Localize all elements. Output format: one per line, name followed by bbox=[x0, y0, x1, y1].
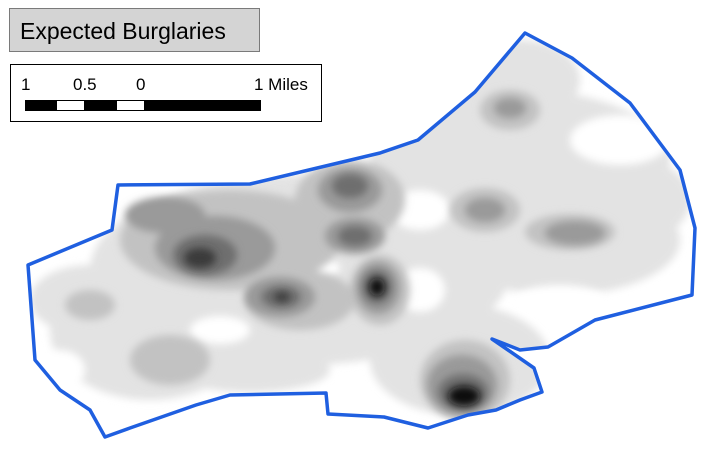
scale-label-zero: 0 bbox=[136, 75, 146, 94]
scale-segment bbox=[84, 101, 117, 110]
scale-segment bbox=[117, 101, 144, 110]
scale-label-1: 1 bbox=[21, 75, 31, 94]
map-title-text: Expected Burglaries bbox=[20, 18, 226, 44]
scale-bar bbox=[25, 100, 261, 111]
density-layer-peak bbox=[184, 248, 480, 406]
scale-label-half: 0.5 bbox=[73, 75, 97, 94]
density-surface bbox=[30, 40, 690, 420]
scale-label-miles: 1 Miles bbox=[254, 75, 308, 94]
map-title: Expected Burglaries bbox=[9, 8, 260, 52]
scale-segment bbox=[144, 101, 260, 110]
scale-segment bbox=[57, 101, 84, 110]
region-boundary bbox=[26, 31, 697, 439]
scale-bar-box: 1 0.5 0 1 Miles bbox=[10, 64, 322, 122]
scale-segment bbox=[26, 101, 57, 110]
